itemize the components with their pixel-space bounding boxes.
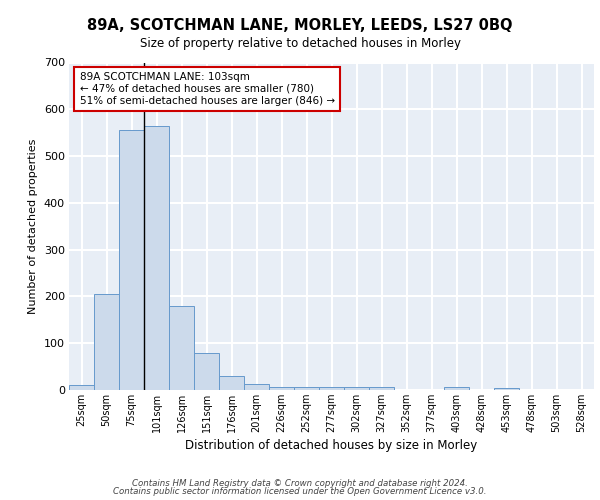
Bar [144,126,169,390]
Bar [169,306,194,390]
Bar [344,387,369,390]
Bar [369,387,394,390]
Text: Size of property relative to detached houses in Morley: Size of property relative to detached ho… [139,38,461,51]
Bar [69,386,94,390]
Bar [444,387,469,390]
Text: Contains public sector information licensed under the Open Government Licence v3: Contains public sector information licen… [113,487,487,496]
Text: 89A SCOTCHMAN LANE: 103sqm
← 47% of detached houses are smaller (780)
51% of sem: 89A SCOTCHMAN LANE: 103sqm ← 47% of deta… [79,72,335,106]
Bar [269,386,294,390]
Y-axis label: Number of detached properties: Number of detached properties [28,138,38,314]
Text: 89A, SCOTCHMAN LANE, MORLEY, LEEDS, LS27 0BQ: 89A, SCOTCHMAN LANE, MORLEY, LEEDS, LS27… [87,18,513,32]
Bar [194,352,219,390]
Bar [219,376,244,390]
Bar [244,384,269,390]
Bar [294,386,319,390]
Bar [494,388,519,390]
X-axis label: Distribution of detached houses by size in Morley: Distribution of detached houses by size … [185,439,478,452]
Bar [119,130,144,390]
Bar [319,386,344,390]
Bar [94,294,119,390]
Text: Contains HM Land Registry data © Crown copyright and database right 2024.: Contains HM Land Registry data © Crown c… [132,478,468,488]
